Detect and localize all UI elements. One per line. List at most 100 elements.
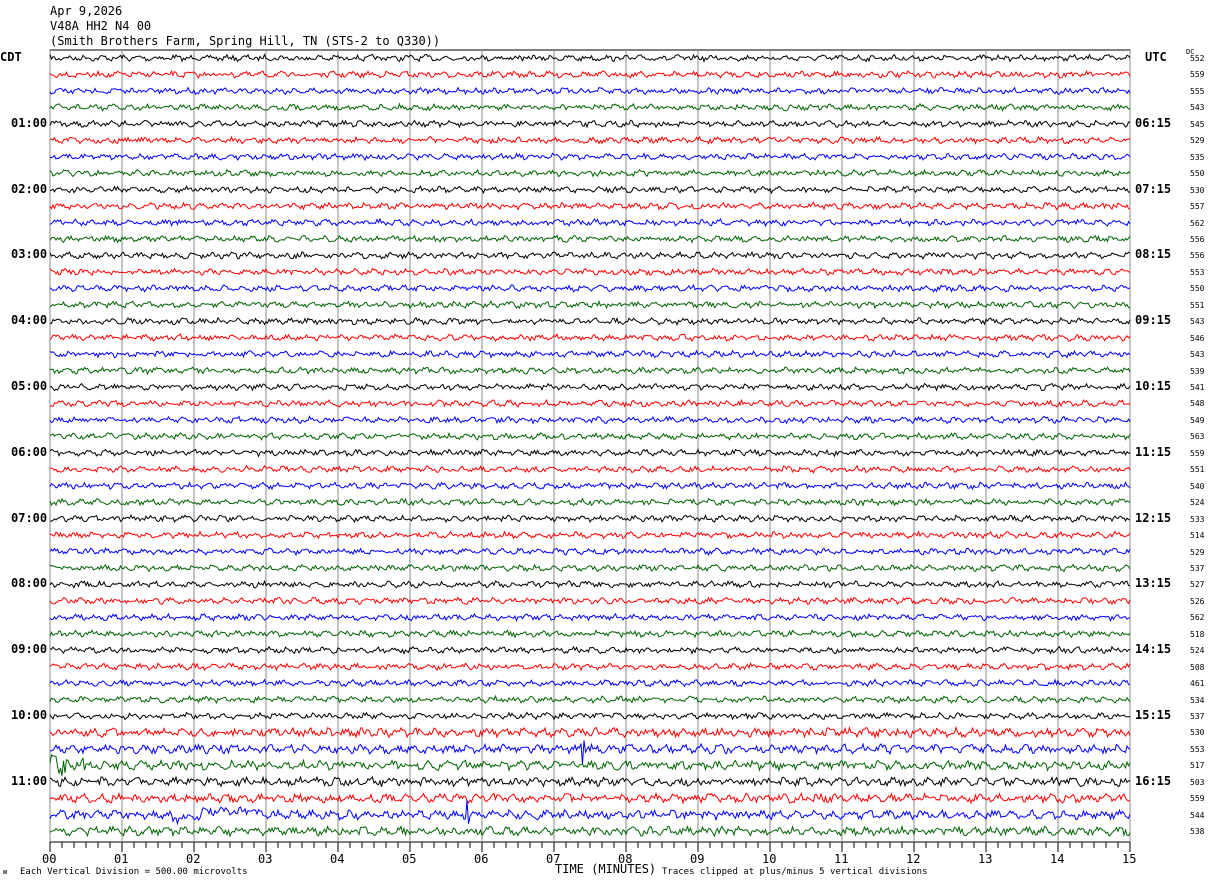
trace-12 <box>49 250 1131 260</box>
trace-39 <box>49 694 1131 705</box>
trace-0 <box>49 53 1131 63</box>
dc-offset: 559 <box>1190 448 1205 458</box>
trace-30 <box>49 547 1131 557</box>
trace-34 <box>49 612 1131 623</box>
trace-26 <box>49 481 1131 491</box>
utc-time-label: 13:15 <box>1135 576 1172 591</box>
trace-22 <box>49 415 1131 425</box>
dc-offset: 553 <box>1190 267 1205 277</box>
x-tick-label: 03 <box>258 852 273 866</box>
dc-offset: 461 <box>1190 679 1205 689</box>
trace-29 <box>49 530 1131 540</box>
trace-5 <box>49 135 1131 145</box>
logo-mark: ᴍ <box>3 868 8 876</box>
dc-offset: 518 <box>1190 629 1205 639</box>
trace-41 <box>49 725 1131 740</box>
dc-offset: 550 <box>1190 284 1205 294</box>
dc-offset: 539 <box>1190 366 1205 376</box>
cdt-time-label: 09:00 <box>11 642 48 657</box>
trace-38 <box>49 678 1131 688</box>
utc-time-label: 07:15 <box>1135 181 1172 196</box>
dc-offset: 524 <box>1190 646 1205 656</box>
trace-21 <box>49 398 1131 408</box>
location: (Smith Brothers Farm, Spring Hill, TN (S… <box>50 34 441 48</box>
dc-offset: 534 <box>1190 695 1205 705</box>
trace-36 <box>49 645 1131 655</box>
dc-offset: 556 <box>1190 251 1205 261</box>
dc-offset: 545 <box>1190 119 1205 129</box>
dc-label: DC <box>1186 48 1195 56</box>
plot-frame <box>49 49 1131 843</box>
x-tick-label: 07 <box>546 852 561 866</box>
dc-offset: 543 <box>1190 103 1205 113</box>
trace-43 <box>49 753 1131 776</box>
x-tick-label: 10 <box>762 852 777 866</box>
dc-offset: 540 <box>1190 481 1205 491</box>
trace-8 <box>49 185 1131 195</box>
cdt-time-label: 01:00 <box>11 115 48 130</box>
cdt-time-label: 05:00 <box>11 379 48 393</box>
x-tick-label: 11 <box>834 852 849 866</box>
dc-offset: 548 <box>1190 399 1205 409</box>
dc-offset: 559 <box>1190 794 1205 804</box>
trace-13 <box>49 267 1131 277</box>
trace-27 <box>49 497 1131 507</box>
trace-11 <box>49 234 1131 244</box>
trace-40 <box>49 711 1131 721</box>
dc-offset: 546 <box>1190 333 1205 343</box>
dc-offset: 529 <box>1190 136 1205 146</box>
dc-offset: 543 <box>1190 317 1205 327</box>
trace-18 <box>49 349 1131 359</box>
trace-3 <box>49 102 1131 112</box>
x-tick-label: 04 <box>330 852 345 866</box>
utc-time-label: 09:15 <box>1135 313 1172 328</box>
dc-offset: 551 <box>1190 465 1205 475</box>
x-tick-label: 01 <box>114 852 129 866</box>
trace-23 <box>49 431 1131 441</box>
cdt-label: CDT <box>0 50 22 64</box>
x-tick-label: 06 <box>474 852 489 866</box>
trace-16 <box>49 316 1131 326</box>
trace-2 <box>49 86 1131 96</box>
trace-4 <box>49 119 1131 129</box>
dc-offset: 553 <box>1190 744 1205 754</box>
utc-time-label: 16:15 <box>1135 773 1172 788</box>
x-tick-label: 02 <box>186 852 201 866</box>
utc-time-label: 12:15 <box>1135 510 1172 525</box>
utc-label: UTC <box>1145 50 1167 64</box>
dc-offset: 537 <box>1190 563 1205 573</box>
trace-1 <box>49 69 1131 79</box>
trace-15 <box>49 299 1131 310</box>
cdt-time-label: 02:00 <box>11 181 48 196</box>
trace-7 <box>49 168 1131 178</box>
dc-offset: 529 <box>1190 547 1205 557</box>
trace-28 <box>49 513 1131 524</box>
trace-6 <box>49 152 1131 162</box>
dc-offset: 533 <box>1190 514 1205 524</box>
trace-32 <box>49 579 1131 589</box>
station: V48A HH2 N4 00 <box>50 19 152 33</box>
cdt-time-label: 11:00 <box>11 773 48 788</box>
trace-24 <box>49 448 1131 458</box>
trace-44 <box>49 775 1131 788</box>
x-tick-label: 05 <box>402 852 417 866</box>
trace-17 <box>49 333 1131 343</box>
dc-offset: 541 <box>1190 383 1205 392</box>
cdt-time-label: 07:00 <box>11 510 48 525</box>
dc-offset: 543 <box>1190 350 1205 360</box>
dc-offset: 563 <box>1190 432 1205 442</box>
dc-offset: 514 <box>1190 531 1205 541</box>
dc-offset: 562 <box>1190 218 1205 228</box>
cdt-time-label: 08:00 <box>11 576 48 591</box>
x-tick-label: 15 <box>1122 852 1137 866</box>
x-tick-label: 00 <box>42 852 57 866</box>
utc-time-label: 08:15 <box>1135 247 1172 262</box>
dc-offset: 503 <box>1190 777 1205 787</box>
trace-14 <box>49 283 1131 293</box>
utc-time-label: 10:15 <box>1135 379 1172 393</box>
dc-offset: 526 <box>1190 596 1205 606</box>
dc-offset: 530 <box>1190 185 1205 195</box>
trace-19 <box>49 366 1131 376</box>
x-tick-label: 08 <box>618 852 633 866</box>
